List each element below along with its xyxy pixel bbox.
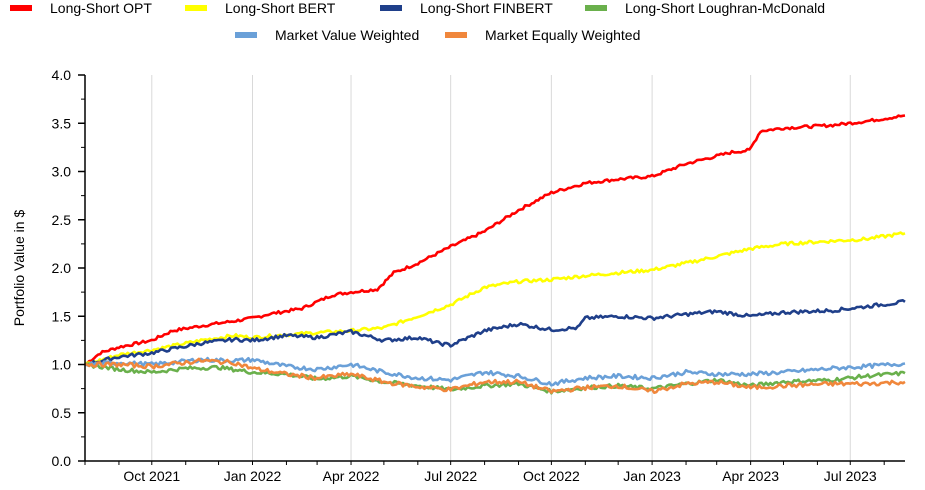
legend-swatch <box>185 5 207 12</box>
legend-label: Long-Short FINBERT <box>420 0 553 16</box>
series-line-long-short-loughran-mcdonald <box>84 362 906 395</box>
series-line-market-value-weighted <box>84 356 906 387</box>
legend-item: Long-Short Loughran-McDonald <box>585 0 825 16</box>
x-tick-label: Oct 2022 <box>523 468 580 484</box>
series-line-long-short-opt <box>84 114 906 366</box>
legend-label: Market Equally Weighted <box>485 27 641 43</box>
series-lines <box>84 114 906 395</box>
series-line-long-short-finbert <box>84 299 906 366</box>
legend-item: Long-Short BERT <box>185 0 335 16</box>
legend-label: Long-Short Loughran-McDonald <box>625 0 826 16</box>
x-tick-label: Apr 2022 <box>323 468 380 484</box>
legend-swatch <box>235 32 257 39</box>
x-tick-label: Apr 2023 <box>722 468 779 484</box>
legend-swatch <box>445 32 467 39</box>
legend-swatch <box>380 5 402 12</box>
y-tick-label: 2.5 <box>52 212 72 228</box>
y-tick-label: 3.5 <box>52 115 72 131</box>
x-tick-label: Jan 2022 <box>224 468 282 484</box>
axes: Oct 2021 Jan 2022 Apr 2022 Jul 2022 Oct 2022… <box>52 67 905 484</box>
x-tick-label: Jan 2023 <box>623 468 681 484</box>
legend-label: Market Value Weighted <box>275 27 420 43</box>
legend-item: Market Equally Weighted <box>445 27 640 43</box>
legend-item: Long-Short FINBERT <box>380 0 553 16</box>
legend-label: Long-Short BERT <box>225 0 336 16</box>
x-tick-label: Jul 2022 <box>424 468 477 484</box>
legend-swatch <box>10 5 32 12</box>
series-line-market-equally-weighted <box>84 357 906 394</box>
legend: Long-Short OPT Long-Short BERT Long-Short … <box>0 0 925 48</box>
y-tick-label: 1.0 <box>52 357 72 373</box>
y-tick-label: 4.0 <box>52 67 72 83</box>
legend-swatch <box>585 5 607 12</box>
y-axis-label: Portfolio Value in $ <box>11 210 27 327</box>
y-tick-label: 3.0 <box>52 164 72 180</box>
grid <box>151 75 851 461</box>
series-line-long-short-bert <box>84 231 906 366</box>
legend-item: Long-Short OPT <box>10 0 152 16</box>
legend-label: Long-Short OPT <box>50 0 152 16</box>
y-tick-label: 1.5 <box>52 308 72 324</box>
y-tick-label: 0.5 <box>52 405 72 421</box>
x-tick-label: Jul 2023 <box>824 468 877 484</box>
legend-item: Market Value Weighted <box>235 27 419 43</box>
x-tick-label: Oct 2021 <box>123 468 180 484</box>
y-tick-label: 0.0 <box>52 453 72 469</box>
y-tick-label: 2.0 <box>52 260 72 276</box>
